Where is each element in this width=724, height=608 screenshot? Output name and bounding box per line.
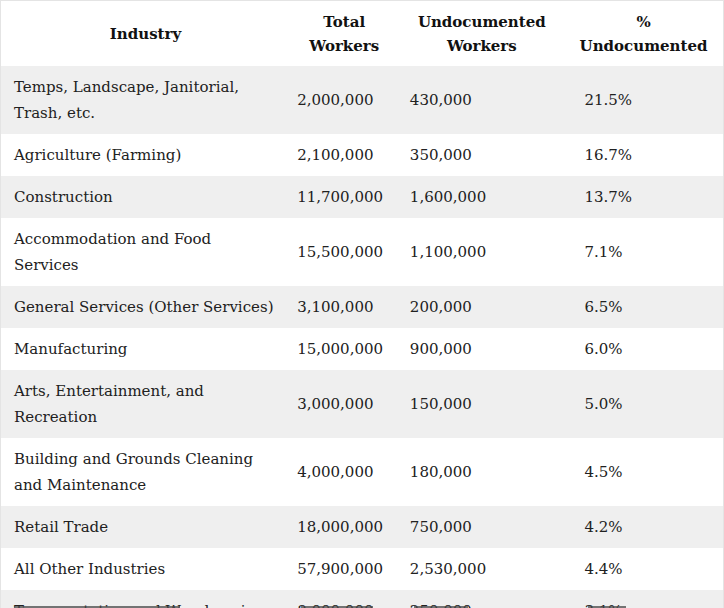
total-workers-cell: 3,000,000 (283, 370, 396, 438)
table-row: Accommodation and Food Services 15,500,0… (1, 218, 723, 286)
undocumented-workers-cell: 2,530,000 (396, 548, 565, 590)
table-row: Manufacturing 15,000,000 900,000 6.0% (1, 328, 723, 370)
undocumented-workers-cell: 430,000 (396, 66, 565, 134)
pct-undocumented-cell: 4.2% (564, 506, 723, 548)
industry-cell: Transportation and Warehousing (1, 590, 283, 608)
table-body: Temps, Landscape, Janitorial, Trash, etc… (1, 66, 723, 608)
total-workers-cell: 2,100,000 (283, 134, 396, 176)
industry-cell: Arts, Entertainment, and Recreation (1, 370, 283, 438)
column-header-total-workers: Total Workers (283, 1, 396, 66)
table-row: Building and Grounds Cleaning and Mainte… (1, 438, 723, 506)
industry-cell: Manufacturing (1, 328, 283, 370)
pct-undocumented-cell: 21.5% (564, 66, 723, 134)
pct-undocumented-cell: 3.1% (564, 590, 723, 608)
total-workers-cell: 2,000,000 (283, 66, 396, 134)
industry-cell: Accommodation and Food Services (1, 218, 283, 286)
table-row: All Other Industries 57,900,000 2,530,00… (1, 548, 723, 590)
table-row: Construction 11,700,000 1,600,000 13.7% (1, 176, 723, 218)
undocumented-workers-cell: 150,000 (396, 370, 565, 438)
table-row: Retail Trade 18,000,000 750,000 4.2% (1, 506, 723, 548)
undocumented-workers-cell: 350,000 (396, 134, 565, 176)
pct-undocumented-cell: 6.0% (564, 328, 723, 370)
industry-cell: Agriculture (Farming) (1, 134, 283, 176)
industry-cell: Retail Trade (1, 506, 283, 548)
undocumented-workers-cell: 180,000 (396, 438, 565, 506)
pct-undocumented-cell: 4.5% (564, 438, 723, 506)
total-workers-cell: 8,000,000 (283, 590, 396, 608)
total-workers-cell: 15,000,000 (283, 328, 396, 370)
total-workers-cell: 4,000,000 (283, 438, 396, 506)
undocumented-workers-cell: 1,600,000 (396, 176, 565, 218)
total-workers-cell: 11,700,000 (283, 176, 396, 218)
pct-undocumented-cell: 6.5% (564, 286, 723, 328)
total-workers-cell: 18,000,000 (283, 506, 396, 548)
table-header-row: Industry Total Workers Undocumented Work… (1, 1, 723, 66)
industry-cell: General Services (Other Services) (1, 286, 283, 328)
column-header-pct-undocumented: % Undocumented (564, 1, 723, 66)
column-header-undocumented-workers: Undocumented Workers (396, 1, 564, 66)
undocumented-workers-cell: 750,000 (396, 506, 565, 548)
undocumented-workers-by-industry-table: Industry Total Workers Undocumented Work… (0, 0, 724, 608)
undocumented-workers-cell: 1,100,000 (396, 218, 565, 286)
table-row: Temps, Landscape, Janitorial, Trash, etc… (1, 66, 723, 134)
table-row: Agriculture (Farming) 2,100,000 350,000 … (1, 134, 723, 176)
pct-undocumented-cell: 13.7% (564, 176, 723, 218)
undocumented-workers-cell: 900,000 (396, 328, 565, 370)
pct-undocumented-cell: 5.0% (564, 370, 723, 438)
pct-undocumented-cell: 7.1% (564, 218, 723, 286)
table-row: General Services (Other Services) 3,100,… (1, 286, 723, 328)
total-workers-cell: 57,900,000 (283, 548, 396, 590)
table-row: Arts, Entertainment, and Recreation 3,00… (1, 370, 723, 438)
table-row: Transportation and Warehousing 8,000,000… (1, 590, 723, 608)
total-workers-cell: 15,500,000 (283, 218, 396, 286)
industry-cell: Temps, Landscape, Janitorial, Trash, etc… (1, 66, 283, 134)
industry-cell: All Other Industries (1, 548, 283, 590)
pct-undocumented-cell: 16.7% (564, 134, 723, 176)
total-workers-cell: 3,100,000 (283, 286, 396, 328)
industry-cell: Construction (1, 176, 283, 218)
pct-undocumented-cell: 4.4% (564, 548, 723, 590)
undocumented-workers-cell: 200,000 (396, 286, 565, 328)
undocumented-workers-cell: 250,000 (396, 590, 565, 608)
industry-cell: Building and Grounds Cleaning and Mainte… (1, 438, 283, 506)
column-header-industry: Industry (1, 1, 283, 66)
